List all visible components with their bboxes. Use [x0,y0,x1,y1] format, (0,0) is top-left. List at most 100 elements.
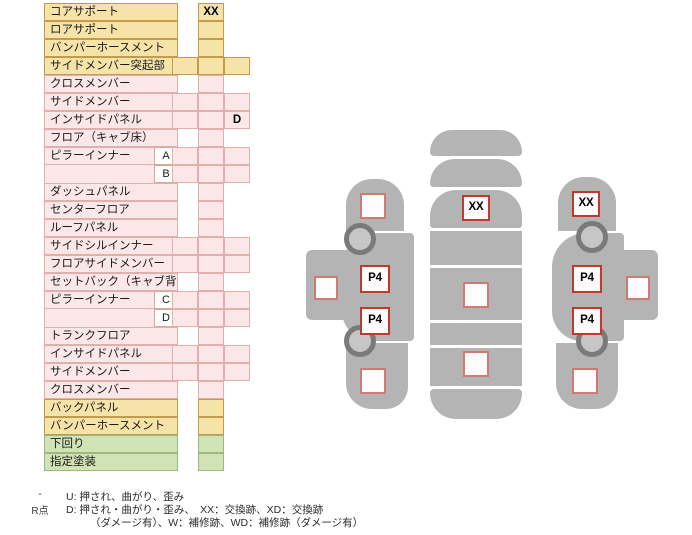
part-name-cell: ルーフパネル [44,219,178,237]
part-name-cell: インサイドパネル [44,111,178,129]
left-front-door-marker: P4 [360,265,390,293]
part-name-cell: サイドシルインナー [44,237,178,255]
damage-marker-cell [172,345,198,363]
damage-marker-cell [198,327,224,345]
right-front-fender-marker: XX [572,191,600,217]
left-front-wheel [344,223,376,255]
left-front-fender-marker [360,193,386,219]
hood-marker: XX [462,195,490,221]
damage-marker-cell [224,237,250,255]
part-name-cell: フロアサイドメンバー [44,255,178,273]
damage-marker-cell [198,381,224,399]
body-segment-front-panel [430,159,522,187]
damage-marker-cell [224,165,250,183]
parts-row: サイドシルインナー [44,237,260,255]
legend-key: - [38,489,42,500]
parts-row: サイドメンバー [44,363,260,381]
damage-marker-cell [172,147,198,165]
damage-marker-cell [172,165,198,183]
legend-key: R点 [31,506,49,517]
right-rear-quarter-marker [572,368,598,394]
damage-marker-cell [198,417,224,435]
parts-row: D [44,309,260,327]
damage-marker-cell [198,291,224,309]
damage-marker-cell [172,237,198,255]
damage-marker-cell [198,147,224,165]
body-segment-rear-bumper [430,389,522,419]
part-name-cell: バンパーホースメント [44,417,178,435]
damage-marker-cell [198,363,224,381]
part-name-cell: サイドメンバー [44,93,178,111]
parts-row: フロア（キャブ床） [44,129,260,147]
vehicle-damage-diagram: P4 P4 XX XX P4 P4 [300,125,692,425]
damage-marker-cell [172,57,198,75]
damage-marker-cell [198,129,224,147]
damage-marker-cell [172,93,198,111]
parts-row: 下回り [44,435,260,453]
parts-row: B [44,165,260,183]
parts-row: セットバック（キャブ背） [44,273,260,291]
damage-marker-cell: D [224,111,250,129]
part-name-cell: センターフロア [44,201,178,219]
part-name-cell: バックパネル [44,399,178,417]
parts-row: コアサポート XX [44,3,260,21]
left-mirror-marker [314,276,338,300]
part-name-cell [44,165,155,183]
parts-row: バンパーホースメント [44,39,260,57]
body-segment-rear-glass [430,323,522,345]
parts-row: ダッシュパネル [44,183,260,201]
right-mirror-marker [626,276,650,300]
parts-row: ピラーインナー A [44,147,260,165]
damage-marker-cell [172,363,198,381]
part-name-cell: セットバック（キャブ背） [44,273,178,291]
body-segment-windshield [430,231,522,265]
damage-marker-cell [172,255,198,273]
damage-marker-cell [198,435,224,453]
damage-marker-cell [198,93,224,111]
part-name-cell: ピラーインナー [44,291,155,309]
damage-marker-cell [224,309,250,327]
part-name-cell: バンパーホースメント [44,39,178,57]
parts-row: センターフロア [44,201,260,219]
part-name-cell [44,309,155,327]
parts-row: サイドメンバー [44,93,260,111]
part-name-cell: ロアサポート [44,21,178,39]
damage-marker-cell [198,57,224,75]
trunk-marker [463,351,489,377]
roof-marker [463,282,489,308]
damage-marker-cell [198,201,224,219]
right-front-door-marker: P4 [572,265,602,293]
part-name-cell: クロスメンバー [44,381,178,399]
parts-row: クロスメンバー [44,381,260,399]
damage-marker-cell [198,453,224,471]
damage-marker-cell [224,147,250,165]
part-name-cell: コアサポート [44,3,178,21]
right-rear-door-marker: P4 [572,307,602,335]
damage-marker-cell [172,309,198,327]
damage-marker-cell [198,183,224,201]
part-name-cell: クロスメンバー [44,75,178,93]
legend-text: D: 押され・曲がり・歪み、 XX：交換跡、XD：交換跡 [66,504,324,516]
parts-row: 指定塗装 [44,453,260,471]
part-name-cell: 下回り [44,435,178,453]
damage-marker-cell [198,75,224,93]
part-name-cell: インサイドパネル [44,345,178,363]
damage-marker-cell [198,255,224,273]
damage-marker-cell [198,237,224,255]
parts-row: インサイドパネル [44,345,260,363]
damage-marker-cell [198,309,224,327]
damage-marker-cell [224,345,250,363]
damage-marker-cell [224,57,250,75]
damage-marker-cell [198,399,224,417]
part-name-cell: サイドメンバー [44,363,178,381]
parts-row: フロアサイドメンバー [44,255,260,273]
damage-marker-cell [198,39,224,57]
parts-row: サイドメンバー突起部 [44,57,260,75]
damage-marker-cell: XX [198,3,224,21]
damage-marker-cell [224,93,250,111]
damage-marker-cell [224,291,250,309]
part-name-cell: ダッシュパネル [44,183,178,201]
damage-marker-cell [172,111,198,129]
parts-row: ロアサポート [44,21,260,39]
parts-row: バックパネル [44,399,260,417]
